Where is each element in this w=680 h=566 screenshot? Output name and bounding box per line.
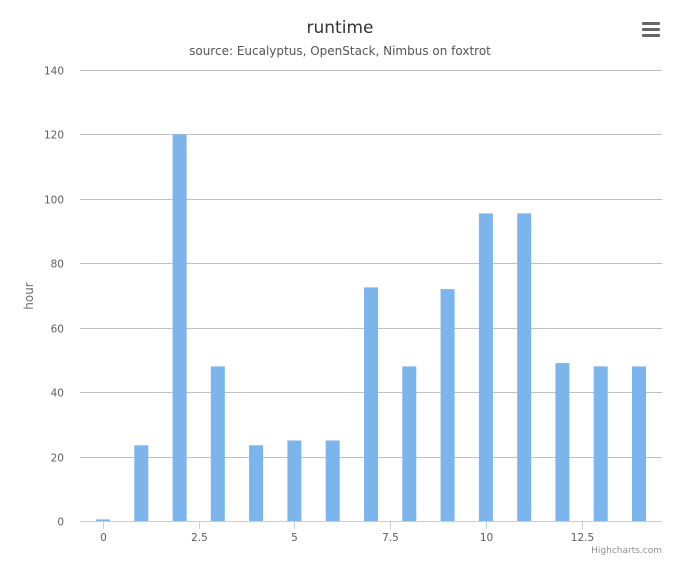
y-tick-label: 100 <box>44 195 64 207</box>
hamburger-menu-icon[interactable] <box>636 16 666 42</box>
y-tick-label: 140 <box>44 66 64 78</box>
bar[interactable] <box>555 363 570 521</box>
x-axis-labels: 0 2.5 5 7.5 10 12.5 <box>100 532 594 544</box>
y-tick-label: 0 <box>57 517 64 529</box>
y-tick-label: 20 <box>51 453 64 465</box>
x-tick-label: 0 <box>100 532 107 544</box>
chart-title: runtime <box>307 18 374 38</box>
credits-link[interactable]: Highcharts.com <box>591 546 662 556</box>
bar-series <box>96 134 646 521</box>
x-tick-label: 12.5 <box>571 532 594 544</box>
y-tick-label: 60 <box>51 324 64 336</box>
y-axis-labels: 0 20 40 60 80 100 120 140 <box>44 66 64 529</box>
x-tick-label: 7.5 <box>382 532 399 544</box>
bar[interactable] <box>134 445 149 521</box>
bar[interactable] <box>440 289 455 521</box>
chart-subtitle: source: Eucalyptus, OpenStack, Nimbus on… <box>189 44 491 58</box>
bar[interactable] <box>402 366 417 521</box>
bar[interactable] <box>249 445 264 521</box>
bar[interactable] <box>96 519 110 521</box>
y-tick-label: 40 <box>51 388 64 400</box>
y-tick-label: 120 <box>44 130 64 142</box>
x-tick-label: 10 <box>480 532 493 544</box>
x-tick-label: 2.5 <box>191 532 208 544</box>
bar[interactable] <box>172 134 187 521</box>
bar[interactable] <box>517 213 532 521</box>
x-tick-label: 5 <box>291 532 298 544</box>
bar[interactable] <box>364 287 378 521</box>
x-axis <box>80 521 662 529</box>
y-axis-title: hour <box>22 282 36 310</box>
bar[interactable] <box>325 440 340 522</box>
bar[interactable] <box>210 366 225 521</box>
bar[interactable] <box>287 440 302 522</box>
bar[interactable] <box>478 213 493 521</box>
bar[interactable] <box>632 366 646 521</box>
y-tick-label: 80 <box>51 259 64 271</box>
bar[interactable] <box>593 366 608 521</box>
